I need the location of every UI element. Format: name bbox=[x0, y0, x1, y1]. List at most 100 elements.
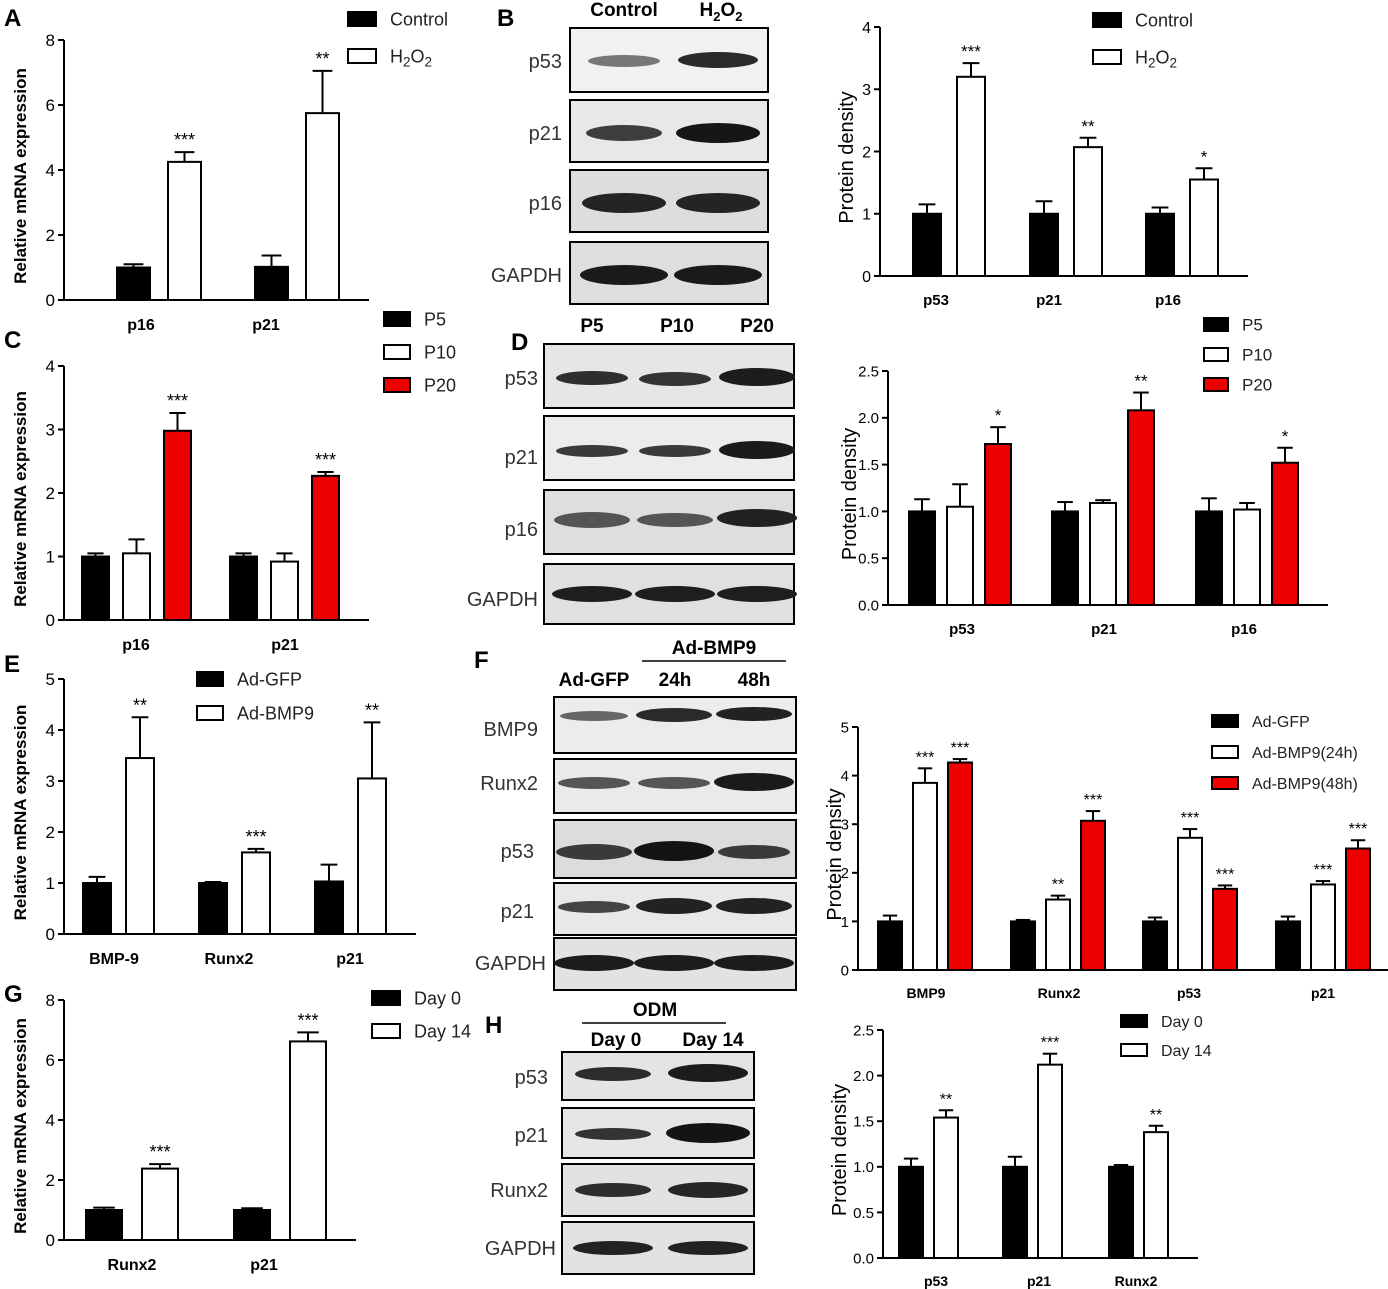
chart-d-significance-label: * bbox=[1282, 427, 1289, 446]
blot-f: Ad-BMP9 Ad-GFP 24h 48h BMP9 Runx2 p53 p2… bbox=[475, 638, 797, 991]
blot-f-band bbox=[716, 707, 792, 721]
chart-f-significance-label: *** bbox=[1314, 862, 1333, 879]
chart-g: 0 2 4 6 8 Relative mRNA expression Runx2 p21 ***… bbox=[11, 988, 471, 1274]
chart-c-y-tick-label: 4 bbox=[46, 357, 55, 376]
blot-d-band bbox=[639, 372, 711, 386]
chart-b-legend-label: Control bbox=[1135, 10, 1193, 30]
chart-b-bar bbox=[912, 212, 942, 277]
chart-a-y-tick-label: 4 bbox=[46, 161, 55, 180]
blot-f-row-p53: p53 bbox=[501, 841, 534, 863]
chart-e-legend-label: Ad-BMP9 bbox=[237, 703, 314, 723]
chart-e-significance-label: ** bbox=[133, 695, 147, 715]
chart-f-bar bbox=[912, 781, 938, 972]
chart-c-y-tick-label: 1 bbox=[46, 548, 55, 567]
chart-e-legend-swatch bbox=[196, 705, 224, 721]
chart-h-y-tick-label: 0.5 bbox=[853, 1205, 874, 1222]
blot-b-band bbox=[678, 52, 758, 68]
blot-d-band bbox=[635, 586, 715, 602]
chart-d-significance-label: ** bbox=[1134, 372, 1148, 391]
chart-f-significance-label: *** bbox=[1084, 792, 1103, 809]
chart-f-legend-label: Ad-GFP bbox=[1252, 714, 1310, 731]
blot-h-col-day0: Day 0 bbox=[591, 1030, 642, 1051]
chart-f-bar bbox=[1010, 920, 1036, 972]
chart-d-bar bbox=[1233, 508, 1261, 607]
blot-f-band bbox=[560, 711, 628, 721]
chart-d-bar bbox=[1271, 461, 1299, 606]
chart-f-y-tick-label: 3 bbox=[841, 817, 849, 834]
chart-a-bar bbox=[254, 265, 289, 302]
chart-c-y-label: Relative mRNA expression bbox=[11, 391, 30, 607]
blot-h-band bbox=[668, 1182, 748, 1198]
blot-f-band bbox=[714, 773, 794, 791]
chart-h-y-label: Protein density bbox=[829, 1084, 851, 1216]
blot-f-row-gapdh: GAPDH bbox=[475, 953, 546, 975]
chart-h-y-tick-label: 1.0 bbox=[853, 1159, 874, 1176]
blot-d-band bbox=[556, 371, 628, 385]
chart-a-x-tick-label: p21 bbox=[252, 317, 280, 334]
chart-f-y-label: Protein density bbox=[824, 788, 846, 920]
blot-f-band bbox=[558, 901, 630, 913]
chart-g-x-tick-label: p21 bbox=[250, 1257, 278, 1274]
chart-a-x-tick-label: p16 bbox=[127, 317, 155, 334]
blot-h-band bbox=[575, 1067, 651, 1081]
chart-b-bar bbox=[956, 75, 986, 277]
blot-d-row-p21: p21 bbox=[505, 447, 538, 469]
chart-d-significance-label: * bbox=[995, 406, 1002, 425]
chart-f-bar bbox=[1345, 847, 1371, 971]
chart-f-legend-swatch bbox=[1211, 776, 1239, 790]
panel-letter-d: D bbox=[511, 329, 528, 356]
blot-d-col-p20: P20 bbox=[740, 316, 774, 337]
blot-h-row-p21: p21 bbox=[515, 1125, 548, 1147]
chart-a-significance-label: ** bbox=[315, 49, 329, 69]
blot-f-box-bmp9 bbox=[553, 696, 797, 754]
blot-b: Control H2O2 p53 p21 p16 GAPDH bbox=[491, 0, 769, 305]
chart-c-y-tick-label: 3 bbox=[46, 421, 55, 440]
panel-letter-e: E bbox=[4, 651, 20, 678]
blot-f-band bbox=[554, 955, 634, 971]
chart-f-bar bbox=[1212, 887, 1238, 972]
blot-f-band bbox=[718, 845, 790, 859]
chart-c-legend-label: P20 bbox=[424, 375, 456, 395]
chart-f-legend-swatch bbox=[1211, 714, 1239, 728]
chart-h-significance-label: ** bbox=[940, 1091, 952, 1108]
chart-h-y-tick-label: 0.0 bbox=[853, 1250, 874, 1267]
chart-f-significance-label: ** bbox=[1052, 877, 1064, 894]
chart-c-legend-swatch bbox=[383, 344, 411, 360]
chart-h-bar bbox=[898, 1165, 924, 1260]
chart-c-x-tick-label: p16 bbox=[122, 637, 150, 654]
chart-f-x-tick-label: Runx2 bbox=[1038, 985, 1081, 1001]
chart-c-x-tick-label: p21 bbox=[271, 637, 299, 654]
blot-b-band bbox=[588, 55, 660, 67]
chart-h-x-tick-label: Runx2 bbox=[1115, 1273, 1158, 1289]
chart-h-legend-label: Day 0 bbox=[1161, 1014, 1203, 1031]
blot-f-band bbox=[636, 898, 712, 914]
blot-f-row-bmp9: BMP9 bbox=[484, 719, 538, 741]
blot-b-band bbox=[586, 125, 662, 141]
chart-b-bar bbox=[1073, 146, 1103, 277]
chart-e: 0 1 2 3 4 5 Relative mRNA expression BMP-9 Runx2… bbox=[11, 669, 416, 968]
chart-h-legend-swatch bbox=[1120, 1014, 1148, 1028]
chart-b-x-tick-label: p21 bbox=[1036, 292, 1062, 309]
blot-f-band bbox=[634, 955, 714, 971]
chart-h-y-tick-label: 2.5 bbox=[853, 1022, 874, 1039]
chart-c-bar bbox=[270, 560, 299, 622]
chart-c-legend-swatch bbox=[383, 311, 411, 327]
blot-d-band bbox=[639, 445, 711, 457]
blot-h-band bbox=[666, 1123, 750, 1143]
blot-f-row-p21: p21 bbox=[501, 901, 534, 923]
panel-letter-g: G bbox=[4, 981, 23, 1008]
chart-e-bar bbox=[357, 777, 387, 936]
chart-e-y-tick-label: 0 bbox=[46, 925, 55, 944]
chart-g-bar bbox=[289, 1040, 327, 1242]
chart-e-bar bbox=[241, 851, 271, 936]
chart-f-y-tick-label: 0 bbox=[841, 962, 849, 979]
chart-c-bar bbox=[311, 474, 340, 622]
blot-h-band bbox=[573, 1241, 653, 1255]
chart-f-y-tick-label: 4 bbox=[841, 768, 849, 785]
chart-c-legend-label: P10 bbox=[424, 342, 456, 362]
chart-h-bar bbox=[1037, 1063, 1063, 1259]
chart-e-significance-label: ** bbox=[365, 700, 379, 720]
chart-d-bar bbox=[1089, 501, 1117, 607]
chart-a-y-tick-label: 6 bbox=[46, 96, 55, 115]
blot-f-band bbox=[638, 777, 710, 789]
